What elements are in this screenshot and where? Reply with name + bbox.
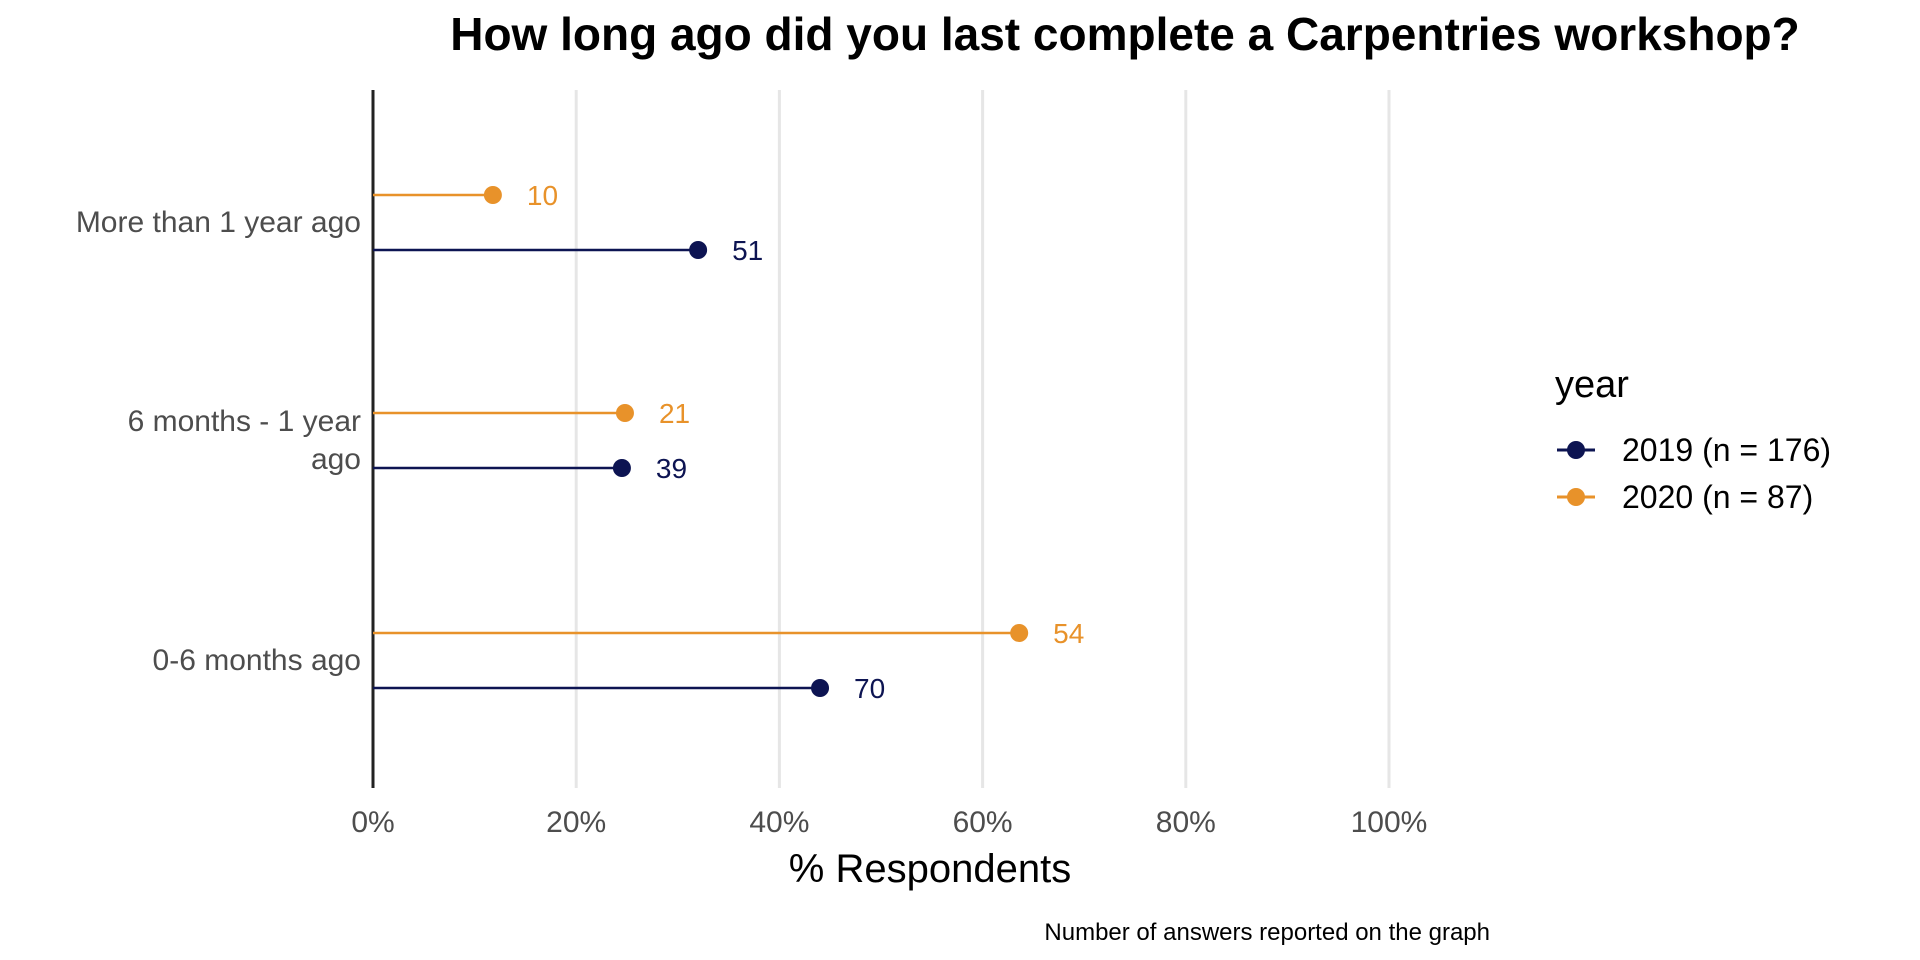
lollipop-point xyxy=(612,459,631,477)
legend-item: 2019 (n = 176) xyxy=(1557,432,1831,468)
series-2020: 10 21 54 xyxy=(373,180,1084,649)
lollipop-point xyxy=(483,186,502,204)
legend-key-point xyxy=(1567,441,1585,459)
data-label: 51 xyxy=(732,235,763,266)
x-tick-label: 20% xyxy=(546,806,606,839)
data-label: 21 xyxy=(659,398,690,429)
x-axis-title: % Respondents xyxy=(789,847,1071,891)
x-tick-label: 60% xyxy=(953,806,1013,839)
x-tick-label: 100% xyxy=(1351,806,1428,839)
legend: year 2019 (n = 176) 2020 (n = 87) xyxy=(1555,364,1831,515)
series-layer: 51 39 70 10 21 54 xyxy=(373,180,1084,704)
legend-label: 2020 (n = 87) xyxy=(1622,479,1813,515)
lollipop-point xyxy=(689,241,708,259)
series-2019: 51 39 70 xyxy=(373,235,885,704)
x-tick-labels: 0% 20% 40% 60% 80% 100% xyxy=(351,806,1427,839)
data-label: 54 xyxy=(1053,618,1084,649)
legend-label: 2019 (n = 176) xyxy=(1622,432,1831,468)
category-label: 0-6 months ago xyxy=(153,644,361,677)
legend-key-point xyxy=(1567,488,1585,506)
category-labels: More than 1 year ago 6 months - 1 year ago… xyxy=(76,206,361,677)
category-label: 6 months - 1 year ago xyxy=(128,405,361,476)
category-label: More than 1 year ago xyxy=(76,206,361,239)
x-tick-label: 0% xyxy=(351,806,394,839)
data-label: 10 xyxy=(527,180,558,211)
chart-title: How long ago did you last complete a Car… xyxy=(450,8,1800,60)
legend-title: year xyxy=(1555,364,1629,406)
data-label: 39 xyxy=(656,453,687,484)
data-label: 70 xyxy=(854,673,885,704)
caption: Number of answers reported on the graph xyxy=(1044,919,1490,946)
lollipop-point xyxy=(1010,624,1029,642)
x-tick-label: 80% xyxy=(1156,806,1216,839)
grid-lines xyxy=(574,90,1391,788)
legend-item: 2020 (n = 87) xyxy=(1557,479,1813,515)
legend-items: 2019 (n = 176) 2020 (n = 87) xyxy=(1557,432,1831,515)
x-tick-label: 40% xyxy=(749,806,809,839)
lollipop-point xyxy=(811,679,830,697)
lollipop-point xyxy=(615,404,634,422)
